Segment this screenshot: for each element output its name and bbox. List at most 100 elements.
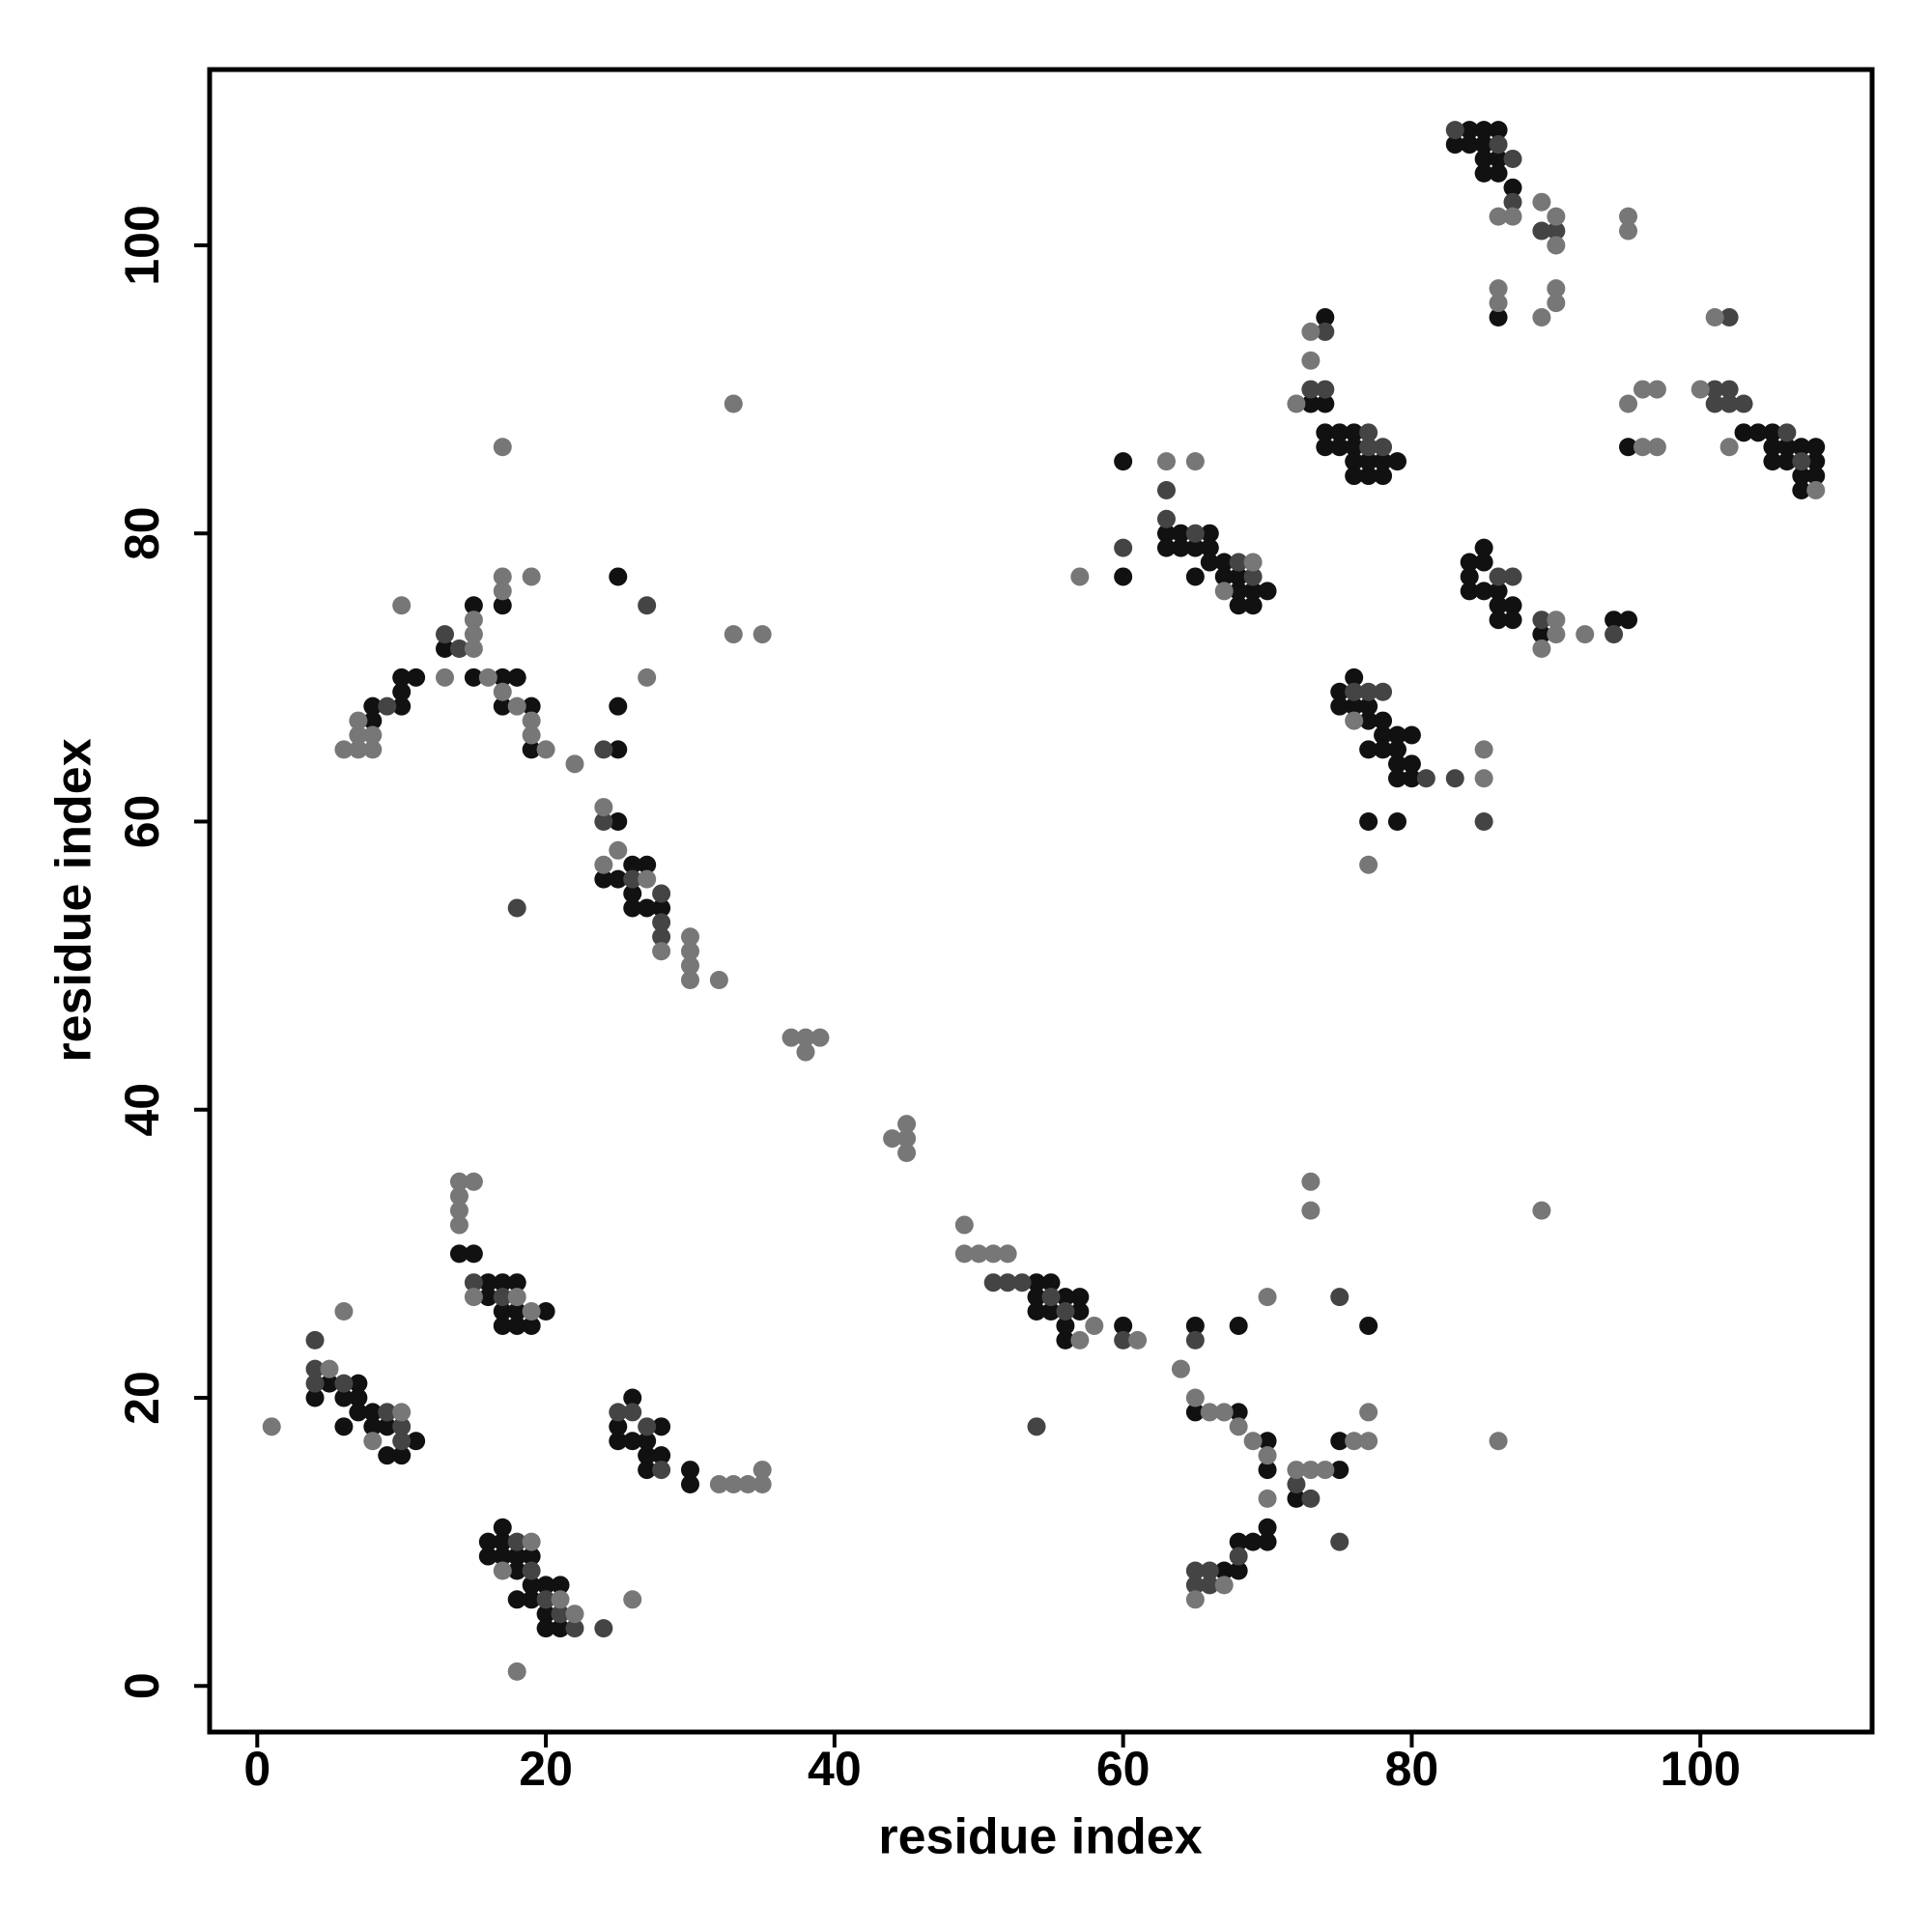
contact-point [1474,149,1493,168]
contact-point [334,1302,354,1321]
contact-point [1460,567,1479,586]
contact-point [1705,308,1724,327]
contact-point [609,567,628,586]
contact-point [1359,1403,1378,1422]
contact-point [1301,380,1321,399]
contact-point [493,596,512,615]
contact-point [1532,639,1551,659]
contact-point [522,1590,541,1609]
contact-point [1474,811,1493,831]
contact-point [983,1244,1003,1264]
contact-point [1647,438,1666,457]
contact-point [522,1532,541,1551]
contact-point [1503,192,1522,212]
contact-point [1374,438,1393,457]
contact-point [1330,1532,1350,1551]
contact-point [1056,1330,1075,1350]
contact-point [493,1547,512,1566]
contact-point [652,913,671,932]
contact-point [594,798,613,817]
contact-point [1229,596,1248,615]
contact-point [1489,163,1508,183]
contact-point [1156,509,1176,528]
contact-point [363,740,383,759]
contact-point [1171,1359,1190,1378]
contact-point [680,971,699,990]
contact-point [536,1302,555,1321]
contact-point [724,625,743,644]
contact-point [781,1028,801,1047]
contact-point [1316,438,1335,457]
contact-point [1041,1288,1061,1307]
contact-point [1532,221,1551,241]
contact-point [349,725,368,745]
contact-point [680,1461,699,1480]
contact-point [753,625,772,644]
contact-point [1489,582,1508,601]
contact-point [1474,135,1493,155]
contact-point [1070,567,1090,586]
contact-point [1287,394,1306,413]
contact-point [1041,1302,1061,1321]
contact-point [1474,121,1493,140]
contact-point [507,1273,526,1293]
contact-point [320,1374,339,1393]
contact-point [464,1244,483,1264]
contact-point [680,1474,699,1493]
contact-point [954,1215,974,1235]
contact-point [1503,178,1522,197]
contact-point [1359,811,1378,831]
contact-point [1156,452,1176,471]
contact-point [1547,611,1566,630]
contact-point [1301,394,1321,413]
contact-point [1330,1288,1350,1307]
contact-point [449,1186,469,1206]
contact-point [349,1403,368,1422]
contact-point [1474,582,1493,601]
contact-point [478,668,497,687]
contact-point [1489,294,1508,313]
contact-point [507,1532,526,1551]
contact-point [363,1403,383,1422]
contact-point [565,754,584,774]
contact-point [392,1403,412,1422]
contact-point [1214,1403,1234,1422]
contact-point [638,869,657,889]
contact-point [1474,740,1493,759]
contact-point [1345,467,1364,486]
contact-point [1156,524,1176,543]
contact-point [1460,553,1479,572]
contact-point [493,582,512,601]
contact-point [724,1474,743,1493]
contact-point [594,855,613,874]
contact-point [1503,207,1522,226]
contact-point [1229,1403,1248,1422]
contact-point [1489,308,1508,327]
contact-point [753,1474,772,1493]
contact-point [507,898,526,918]
contact-point [464,611,483,630]
contact-point [1345,711,1364,730]
contact-point [709,1474,728,1493]
contact-point [652,884,671,903]
contact-point [1301,1201,1321,1220]
x-tick-label: 60 [1096,1742,1151,1796]
contact-point [1806,438,1826,457]
contact-point [623,1432,642,1451]
contact-point [565,1619,584,1638]
contact-point [1359,740,1378,759]
contact-point [464,1273,483,1293]
contact-point [1316,308,1335,327]
contact-point [1258,1446,1277,1465]
contact-point [449,639,469,659]
contact-point [652,927,671,947]
contact-point [1330,696,1350,716]
contact-point [1229,553,1248,572]
contact-point [363,711,383,730]
contact-point [623,869,642,889]
contact-point [1503,567,1522,586]
contact-point [349,740,368,759]
contact-point [1287,1489,1306,1508]
contact-point [1748,423,1768,442]
contact-point [1387,754,1406,774]
